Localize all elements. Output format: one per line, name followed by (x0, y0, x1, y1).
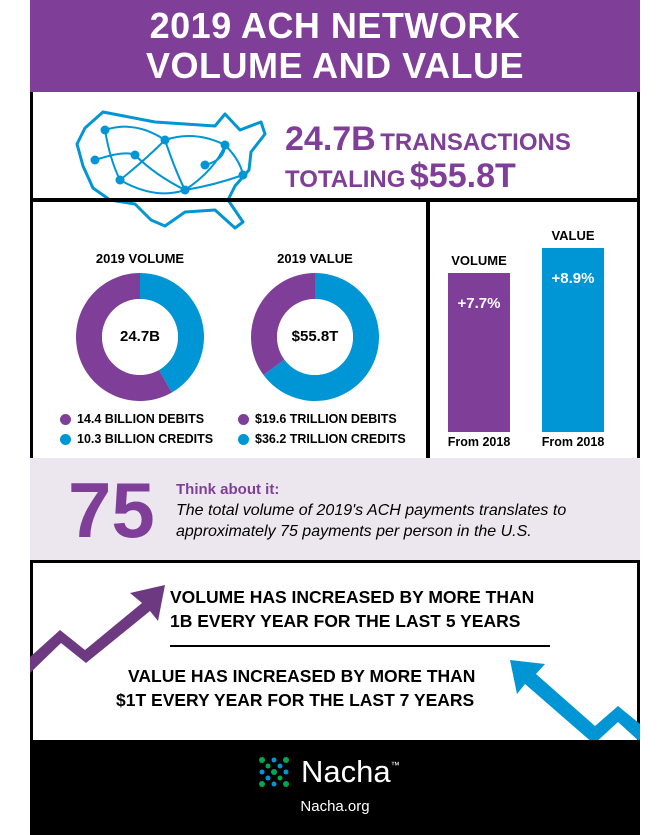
bar-category-label: VALUE (551, 228, 595, 243)
divider-vertical (426, 198, 430, 460)
nacha-dots-logo-icon (259, 757, 289, 787)
volume-chart-title: 2019 VOLUME (95, 251, 185, 266)
value-donut-chart (251, 273, 379, 401)
infographic: 2019 ACH NETWORK VOLUME AND VALUE 24.7B … (30, 0, 640, 835)
legend-volume-credits: 10.3 BILLION CREDITS (60, 432, 213, 446)
bar-volume (448, 272, 510, 432)
legend-label: $36.2 TRILLION CREDITS (255, 432, 406, 446)
header-banner: 2019 ACH NETWORK VOLUME AND VALUE (30, 0, 640, 92)
value-chart-title: 2019 VALUE (277, 251, 353, 266)
legend-value-debits: $19.6 TRILLION DEBITS (238, 412, 397, 426)
header-title-line2: VOLUME AND VALUE (145, 45, 524, 86)
website-link[interactable]: Nacha.org (300, 798, 370, 815)
donut-slice-debits (76, 273, 172, 401)
legend-value-credits: $36.2 TRILLION CREDITS (238, 432, 406, 446)
volume-statement-line1: VOLUME HAS INCREASED BY MORE THAN (170, 587, 535, 607)
volume-donut-center-label: 24.7B (119, 328, 161, 345)
brand-trademark: ™ (390, 760, 400, 770)
donut-slice-debits (251, 273, 315, 376)
think-text: The total volume of 2019's ACH payments … (176, 502, 567, 540)
legend-label: $19.6 TRILLION DEBITS (255, 412, 397, 426)
value-statement-line1: VALUE HAS INCREASED BY MORE THAN (128, 666, 476, 686)
value-donut-center-label: $55.8T (291, 328, 339, 345)
bar-footer-label: From 2018 (541, 435, 605, 449)
bar-value (542, 248, 604, 432)
totaling-label: TOTALING (285, 166, 406, 193)
transactions-label: TRANSACTIONS (380, 129, 571, 156)
legend-dot-purple (60, 413, 71, 425)
brand-name: Nacha (301, 754, 391, 789)
frame-left (30, 92, 33, 740)
frame-right (637, 92, 640, 740)
transactions-value: 24.7B (285, 120, 376, 158)
purple-arrow-up-icon (30, 585, 165, 673)
donut-slice-credits (263, 273, 379, 401)
nacha-logo: Nacha ™ (257, 754, 400, 790)
donut-hole (277, 299, 353, 375)
think-number: 75 (68, 466, 155, 554)
statement-divider (170, 645, 550, 647)
bar-value-label: +7.7% (457, 294, 501, 312)
donut-hole (102, 299, 178, 375)
bar-value-label: +8.9% (551, 270, 595, 287)
think-about-it-panel (30, 458, 640, 560)
headline: 24.7B TRANSACTIONS TOTALING $55.8T (285, 120, 571, 196)
legend-volume-debits: 14.4 BILLION DEBITS (60, 412, 204, 426)
think-heading: Think about it: (176, 481, 280, 498)
divider-think-bottom (30, 560, 640, 563)
bar-category-label: VOLUME (451, 252, 507, 268)
legend-label: 10.3 BILLION CREDITS (77, 432, 214, 446)
legend-label: 14.4 BILLION DEBITS (77, 412, 205, 426)
divider-top (30, 198, 640, 202)
blue-arrow-down-icon (510, 660, 640, 744)
legend-dot-blue (238, 433, 249, 445)
value-statement-line2: $1T EVERY YEAR FOR THE LAST 7 YEARS (116, 690, 475, 710)
footer (30, 740, 640, 835)
header-title-line1: 2019 ACH NETWORK (149, 5, 521, 46)
bar-footer-label: From 2018 (447, 435, 511, 449)
volume-donut-chart (76, 273, 205, 401)
volume-statement-line2: 1B EVERY YEAR FOR THE LAST 5 YEARS (170, 611, 521, 631)
donut-slice-credits (140, 273, 205, 393)
legend-dot-purple (238, 413, 249, 425)
us-network-map-icon (75, 110, 267, 230)
legend-dot-blue (60, 433, 71, 445)
totaling-value: $55.8T (409, 157, 516, 195)
